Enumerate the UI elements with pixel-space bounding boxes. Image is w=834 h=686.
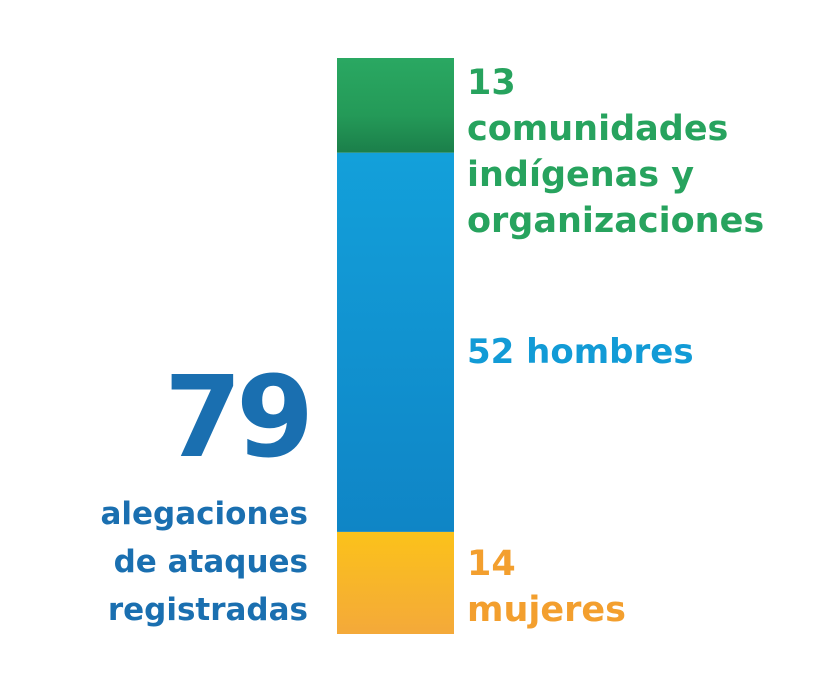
- bar-segment-comunidades: [337, 58, 454, 153]
- label-hombres-number: 52: [467, 332, 515, 372]
- label-comunidades-line-1: comunidades: [467, 109, 729, 149]
- total-count: 79: [164, 353, 314, 483]
- bar-segment-mujeres: [337, 531, 454, 634]
- total-caption-line-3: registradas: [107, 592, 308, 628]
- label-comunidades: 13 comunidades indígenas y organizacione…: [467, 60, 764, 244]
- total-caption: alegaciones de ataques registradas: [48, 490, 308, 634]
- label-hombres-text: 52 hombres: [467, 329, 694, 375]
- bar-segment-hombres: [337, 152, 454, 532]
- label-comunidades-line-3: organizaciones: [467, 201, 765, 241]
- label-comunidades-line-2: indígenas y: [467, 155, 695, 195]
- label-mujeres-line-1: mujeres: [467, 590, 626, 630]
- label-hombres: 52 hombres: [467, 329, 694, 375]
- label-comunidades-number: 13: [467, 63, 516, 103]
- label-mujeres: 14 mujeres: [467, 541, 626, 633]
- total-caption-line-2: de ataques: [113, 544, 308, 580]
- label-hombres-word: hombres: [526, 332, 694, 372]
- total-caption-line-1: alegaciones: [100, 496, 308, 532]
- label-mujeres-number: 14: [467, 544, 516, 584]
- stacked-bar: [337, 58, 454, 634]
